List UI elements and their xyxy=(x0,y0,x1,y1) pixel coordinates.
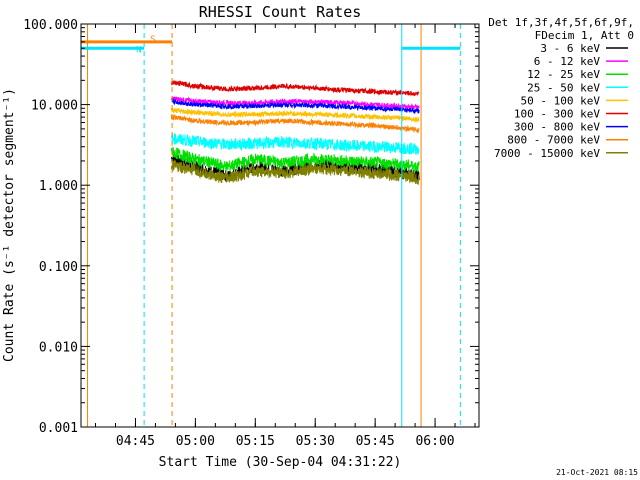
legend-label-25-50-kev: 25 - 50 keV xyxy=(527,81,600,94)
y-axis-label: Count Rate (s⁻¹ detector segment⁻¹) xyxy=(2,88,17,362)
plot-frame xyxy=(80,23,480,428)
legend-label-300-800-kev: 300 - 800 keV xyxy=(514,121,600,134)
legend-label-7000-15000-kev: 7000 - 15000 keV xyxy=(494,147,600,160)
y-tick-label: 0.100 xyxy=(39,260,78,275)
legend-label-12-25-kev: 12 - 25 keV xyxy=(527,68,600,81)
flag-label-n: N xyxy=(136,45,141,55)
x-tick-label: 06:00 xyxy=(415,434,454,449)
x-tick-label: 04:45 xyxy=(116,434,155,449)
series-line-300-800-kev xyxy=(171,98,420,114)
legend-label-6-12-kev: 6 - 12 keV xyxy=(534,55,601,68)
series-line-50-100-kev xyxy=(170,107,420,123)
series-line-12-25-kev xyxy=(170,146,420,173)
legend-label-800-7000-kev: 800 - 7000 keV xyxy=(507,134,600,147)
legend-label-50-100-kev: 50 - 100 keV xyxy=(521,94,601,107)
series-line-6-12-kev xyxy=(170,96,420,111)
axes: 0.001 0.010 0.100 1.000 10.000 100.000 04:45 05… xyxy=(23,18,480,449)
x-tick-label: 05:45 xyxy=(356,434,395,449)
y-tick-label: 100.000 xyxy=(23,18,78,33)
legend-label-100-300-kev: 100 - 300 keV xyxy=(514,108,600,121)
x-tick-label: 05:15 xyxy=(236,434,275,449)
legend-header: Det 1f,3f,4f,5f,6f,9f,FDecim 1, Att 0 xyxy=(488,16,634,42)
x-tick-label: 05:00 xyxy=(176,434,215,449)
flag-label-s: S xyxy=(150,35,155,45)
legend-header-line: Det 1f,3f,4f,5f,6f,9f, xyxy=(488,16,634,29)
series-line-800-7000-kev xyxy=(170,113,420,134)
chart-title: RHESSI Count Rates xyxy=(199,3,362,21)
y-tick-label: 0.010 xyxy=(39,340,78,355)
plot-area: SN xyxy=(80,24,461,427)
legend-header-line: FDecim 1, Att 0 xyxy=(535,29,634,42)
x-axis-label: Start Time (30-Sep-04 04:31:22) xyxy=(159,455,402,470)
y-tick-label: 0.001 xyxy=(39,421,78,436)
series-line-7000-15000-kev xyxy=(170,159,420,185)
generation-timestamp: 21-Oct-2021 08:15 xyxy=(556,468,638,477)
y-tick-label: 10.000 xyxy=(31,99,78,114)
series-line-100-300-kev xyxy=(170,79,420,97)
x-tick-label: 05:30 xyxy=(296,434,335,449)
series-line-25-50-kev xyxy=(170,133,420,155)
y-tick-label: 1.000 xyxy=(39,179,78,194)
legend-label-3-6-kev: 3 - 6 keV xyxy=(540,42,600,55)
